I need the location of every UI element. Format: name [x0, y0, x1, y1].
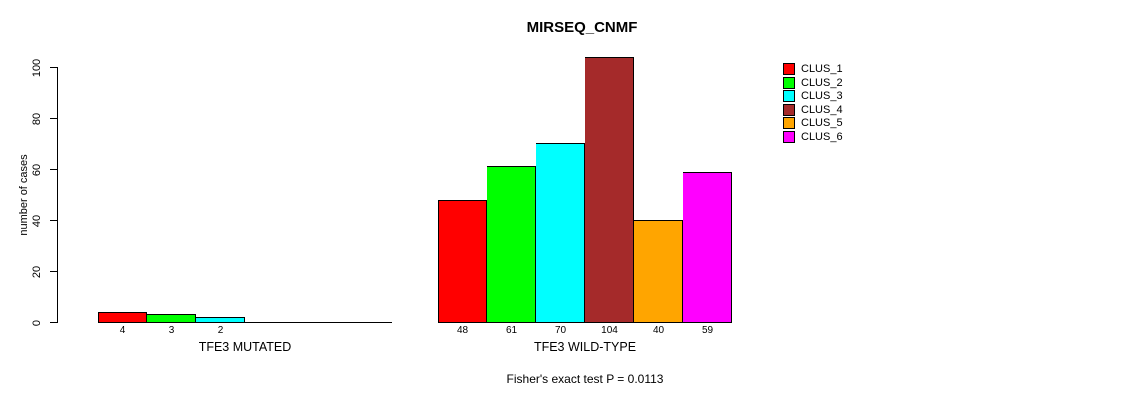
legend-label: CLUS_1 — [801, 63, 843, 75]
y-axis-line — [57, 67, 58, 323]
bar-value-label: 104 — [601, 325, 618, 336]
bar-clus_5 — [634, 220, 683, 323]
legend-entry-clus_1: CLUS_1 — [783, 63, 843, 75]
bar-value-label: 40 — [652, 325, 665, 336]
bar-clus_2 — [147, 314, 196, 323]
bar-clus_1 — [98, 312, 147, 323]
bar-value-label: 2 — [217, 325, 224, 336]
bar-value-label: 3 — [168, 325, 175, 336]
legend-entry-clus_4: CLUS_4 — [783, 103, 843, 116]
bar-value-label: 4 — [119, 325, 126, 336]
y-axis-tick-label: 20 — [31, 265, 43, 278]
bar-value-label: 48 — [456, 325, 469, 336]
legend-swatch-icon — [783, 130, 795, 143]
bar-value-label: 59 — [701, 325, 714, 336]
chart-title: MIRSEQ_CNMF — [526, 19, 638, 36]
x-group-label-tfe3-wild-type: TFE3 WILD-TYPE — [533, 340, 637, 354]
legend-swatch-icon — [783, 103, 795, 116]
y-axis-tick-label: 60 — [31, 163, 43, 176]
y-axis-tick — [50, 118, 57, 119]
bar-clus_1 — [438, 200, 487, 323]
fisher-exact-test-note: Fisher's exact test P = 0.0113 — [506, 372, 664, 386]
bar-clus_6 — [683, 172, 732, 323]
legend-label: CLUS_3 — [801, 90, 843, 102]
bar-clus_4 — [585, 57, 634, 323]
bar-value-label: 61 — [505, 325, 518, 336]
bar-value-label: 70 — [554, 325, 567, 336]
legend-label: CLUS_4 — [801, 103, 843, 116]
x-group-label-tfe3-mutated: TFE3 MUTATED — [198, 340, 292, 354]
y-axis-tick — [50, 220, 57, 221]
y-axis-tick-label: 80 — [31, 112, 43, 125]
bar-clus_2 — [487, 166, 536, 323]
y-axis-tick-label: 40 — [31, 214, 43, 227]
legend-label: CLUS_6 — [801, 130, 843, 143]
legend-entry-clus_2: CLUS_2 — [783, 76, 843, 89]
legend-entry-clus_5: CLUS_5 — [783, 117, 843, 129]
legend-swatch-icon — [783, 63, 795, 75]
legend-swatch-icon — [783, 117, 795, 129]
legend-swatch-icon — [783, 90, 795, 102]
y-axis-tick-label: 100 — [31, 58, 43, 77]
y-axis-tick — [50, 67, 57, 68]
legend-label: CLUS_2 — [801, 76, 843, 89]
y-axis-label: number of cases — [18, 154, 30, 236]
bar-clus_3 — [196, 317, 245, 323]
legend-entry-clus_3: CLUS_3 — [783, 90, 843, 102]
y-axis-tick — [50, 271, 57, 272]
y-axis-tick-label: 0 — [31, 319, 43, 326]
cluster-legend: CLUS_1 CLUS_2 CLUS_3 CLUS_4 CLUS_5 CLUS_6 — [783, 63, 843, 144]
y-axis-tick — [50, 169, 57, 170]
x-axis-baseline — [98, 322, 392, 323]
legend-label: CLUS_5 — [801, 117, 843, 129]
legend-swatch-icon — [783, 76, 795, 89]
y-axis-tick — [50, 322, 57, 323]
bar-clus_3 — [536, 143, 585, 323]
legend-entry-clus_6: CLUS_6 — [783, 130, 843, 143]
